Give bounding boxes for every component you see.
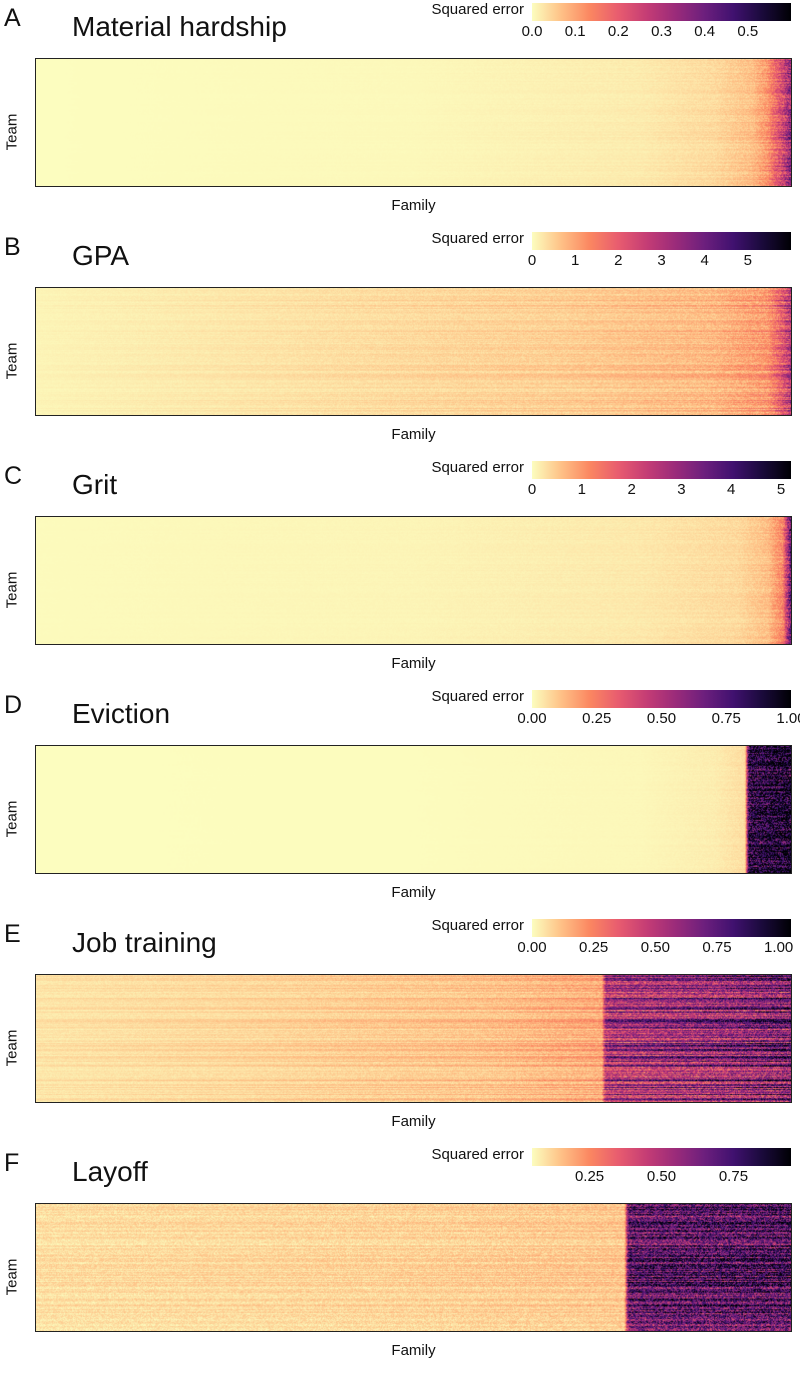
colorbar-tick-label: 0.2 xyxy=(607,23,629,40)
x-axis-label: Family xyxy=(391,1113,436,1130)
x-axis-label: Family xyxy=(391,1342,436,1359)
colorbar-label: Squared error xyxy=(431,1,524,18)
heatmap-grid xyxy=(35,1203,792,1332)
colorbar-tick-label: 0.25 xyxy=(579,939,609,956)
chart-panel: E Job training Squared error 0.00 0.25 0.50 0.… xyxy=(0,916,800,1145)
colorbar-tick-label: 1.00 xyxy=(776,710,800,727)
colorbar-gradient xyxy=(532,1148,791,1166)
y-axis-label-text: Team xyxy=(3,1258,21,1296)
heatmap-grid xyxy=(35,974,792,1103)
colorbar-tick-label: 0.0 xyxy=(521,23,543,40)
colorbar-tick-label: 3 xyxy=(657,252,666,269)
colorbar xyxy=(532,1148,791,1166)
colorbar-tick-label: 0.3 xyxy=(651,23,672,40)
panel-letter: F xyxy=(4,1149,20,1177)
colorbar-tick-label: 4 xyxy=(700,252,709,269)
heatmap-grid xyxy=(35,516,792,645)
colorbar-tick-label: 5 xyxy=(776,481,786,498)
x-axis-label: Family xyxy=(391,884,436,901)
colorbar-tick-label: 0.50 xyxy=(646,710,677,727)
y-axis-label-text: Team xyxy=(3,800,21,838)
colorbar-label: Squared error xyxy=(431,230,524,247)
colorbar-tick-label: 0.75 xyxy=(702,939,732,956)
y-axis-label-text: Team xyxy=(3,1029,21,1067)
colorbar-gradient xyxy=(532,919,791,937)
colorbar xyxy=(532,461,791,479)
panel-letter: A xyxy=(4,4,21,32)
y-axis-label: Team xyxy=(2,572,22,609)
chart-title: Job training xyxy=(72,927,217,958)
colorbar-tick-label: 5 xyxy=(743,252,752,269)
colorbar-label: Squared error xyxy=(431,459,524,476)
chart-panel: A Material hardship Squared error 0.0 0.1 0.2… xyxy=(0,0,800,229)
colorbar-tick-label: 2 xyxy=(614,252,623,269)
colorbar-tick-label: 0.5 xyxy=(737,23,759,40)
heatmap-grid xyxy=(35,287,792,416)
colorbar-tick-label: 0.4 xyxy=(694,23,716,40)
colorbar-tick-label: 0.00 xyxy=(517,939,547,956)
colorbar-label: Squared error xyxy=(431,688,524,705)
watermark: 智东西 xyxy=(688,1332,758,1357)
colorbar-tick-label: 4 xyxy=(727,481,736,498)
colorbar-label: Squared error xyxy=(431,1146,524,1163)
y-axis-label: Team xyxy=(2,1030,22,1067)
chart-title: Layoff xyxy=(72,1156,148,1187)
colorbar xyxy=(532,3,791,21)
colorbar-gradient xyxy=(532,232,791,250)
colorbar xyxy=(532,919,791,937)
chart-title: Material hardship xyxy=(72,11,287,42)
colorbar-gradient xyxy=(532,461,791,479)
colorbar-tick-label: 0 xyxy=(527,252,537,269)
chart-panel: F Layoff Squared error 0.25 0.50 0.75 Team Fami… xyxy=(0,1145,800,1374)
colorbar-tick-label: 2 xyxy=(627,481,636,498)
colorbar-tick-label: 0.1 xyxy=(564,23,586,40)
colorbar-tick-label: 0.25 xyxy=(582,710,612,727)
colorbar-tick-label: 0.00 xyxy=(517,710,547,727)
colorbar-tick-label: 0.75 xyxy=(718,1168,749,1185)
y-axis-label: Team xyxy=(2,1259,22,1296)
y-axis-label: Team xyxy=(2,114,22,151)
y-axis-label-text: Team xyxy=(3,342,21,380)
chart-panel: D Eviction Squared error 0.00 0.25 0.50 0.75 1.… xyxy=(0,687,800,916)
colorbar-tick-label: 0.50 xyxy=(646,1168,677,1185)
panel-letter: B xyxy=(4,233,21,261)
panel-letter: C xyxy=(4,462,23,490)
colorbar-gradient xyxy=(532,690,791,708)
colorbar-tick-label: 0.50 xyxy=(640,939,670,956)
chart-panel: C Grit Squared error 0 1 2 3 4 5 Team Family xyxy=(0,458,800,687)
colorbar-tick-label: 0.25 xyxy=(574,1168,605,1185)
x-axis-label: Family xyxy=(391,197,436,214)
x-axis-label: Family xyxy=(391,655,436,672)
y-axis-label-text: Team xyxy=(3,113,21,151)
colorbar-tick-label: 0.75 xyxy=(711,710,741,727)
panel-letter: D xyxy=(4,691,23,719)
colorbar xyxy=(532,690,791,708)
chart-title: Grit xyxy=(72,469,118,500)
heatmap-grid xyxy=(35,58,792,187)
x-axis-label: Family xyxy=(391,426,436,443)
chart-panel: B GPA Squared error 0 1 2 3 4 5 Team Family xyxy=(0,229,800,458)
chart-title: Eviction xyxy=(72,698,171,729)
y-axis-label-text: Team xyxy=(3,571,21,609)
y-axis-label: Team xyxy=(2,343,22,380)
y-axis-label: Team xyxy=(2,801,22,838)
colorbar-label: Squared error xyxy=(431,917,524,934)
colorbar-tick-label: 0 xyxy=(527,481,537,498)
colorbar-tick-label: 1 xyxy=(570,252,580,269)
colorbar-tick-label: 1 xyxy=(577,481,586,498)
panel-letter: E xyxy=(4,920,21,948)
colorbar-tick-label: 3 xyxy=(677,481,686,498)
colorbar xyxy=(532,232,791,250)
heatmap-grid xyxy=(35,745,792,874)
colorbar-tick-label: 1.00 xyxy=(764,939,794,956)
colorbar-gradient xyxy=(532,3,791,21)
chart-title: GPA xyxy=(72,240,130,271)
